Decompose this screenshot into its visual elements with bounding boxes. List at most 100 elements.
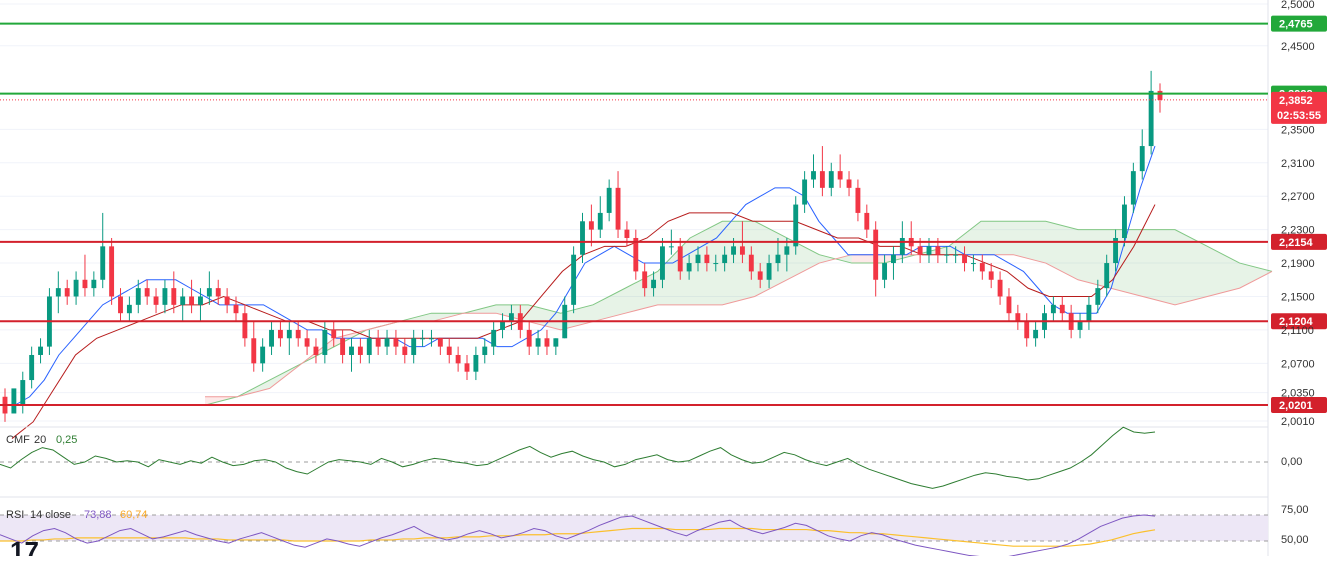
candle xyxy=(242,304,248,347)
candle-body xyxy=(677,246,683,272)
candle-body xyxy=(1077,321,1083,330)
candle-body xyxy=(118,296,123,314)
candle xyxy=(429,329,434,347)
rsi-line xyxy=(0,514,1156,560)
candle xyxy=(233,296,239,322)
candle-body xyxy=(988,271,994,280)
candle-body xyxy=(624,229,630,238)
candle xyxy=(802,171,808,213)
candle xyxy=(606,179,612,222)
candle xyxy=(979,254,985,280)
level-tag-text: 2,1204 xyxy=(1279,316,1314,328)
candle-body xyxy=(198,296,203,305)
candle xyxy=(215,279,221,305)
candle-body xyxy=(446,346,452,355)
candle-body xyxy=(38,346,43,355)
candle xyxy=(180,288,186,322)
rsi-value: 73,88 xyxy=(84,509,112,521)
cloud-segment xyxy=(787,237,820,280)
candle-body xyxy=(544,338,550,347)
candle xyxy=(1157,83,1163,113)
candle-body xyxy=(864,212,870,230)
candle xyxy=(891,246,896,280)
candle-body xyxy=(242,313,248,339)
candle xyxy=(828,162,834,197)
candle-body xyxy=(828,171,834,188)
candle-body xyxy=(997,279,1003,297)
candle xyxy=(162,279,168,314)
countdown-text: 02:53:55 xyxy=(1277,110,1321,122)
candle xyxy=(144,279,150,305)
candle-body xyxy=(20,380,26,406)
rsi-param: 14 close xyxy=(30,509,71,521)
candle xyxy=(189,279,195,314)
candle-body xyxy=(420,338,426,340)
candle-body xyxy=(357,346,363,355)
candle-body xyxy=(55,288,61,297)
rsi-tick-75: 75,00 xyxy=(1281,504,1309,516)
candle xyxy=(313,338,319,364)
candle xyxy=(491,321,497,355)
cmf-line xyxy=(0,426,1156,489)
candle xyxy=(553,338,559,355)
candle-body xyxy=(340,338,346,355)
candle-body xyxy=(766,263,772,280)
candle-body xyxy=(73,279,79,297)
candle-body xyxy=(304,338,310,347)
candle-body xyxy=(29,354,35,381)
candle xyxy=(704,246,710,272)
candle xyxy=(500,313,505,339)
candle-body xyxy=(553,338,559,347)
price-tick: 2,2300 xyxy=(1281,225,1315,237)
candle xyxy=(375,329,381,355)
candle-body xyxy=(668,246,674,248)
candle xyxy=(962,246,967,272)
candle-body xyxy=(437,338,443,347)
candle xyxy=(588,204,594,247)
candle-body xyxy=(100,246,106,280)
candle xyxy=(642,263,648,297)
candle-body xyxy=(962,254,967,264)
cloud-segment xyxy=(1078,229,1111,289)
horizontal-levels[interactable]: 2,47652,39282,21542,12042,02012,385202:5… xyxy=(0,15,1327,414)
candle-body xyxy=(349,346,354,355)
price-axis[interactable]: 2,5000 2,4500 2,3500 2,3100 2,2700 2,2300 2,19… xyxy=(1281,0,1315,428)
candle-body xyxy=(748,254,754,272)
candle xyxy=(535,329,541,355)
cmf-zero-tick: 0,00 xyxy=(1281,456,1302,468)
candle xyxy=(286,321,292,355)
candle xyxy=(1050,296,1056,322)
candle xyxy=(1006,288,1012,322)
level-tag xyxy=(1271,233,1327,250)
tradingview-logo: 17 xyxy=(10,536,39,561)
candle xyxy=(526,321,532,355)
candle-body xyxy=(935,246,941,255)
candle-body xyxy=(375,338,381,347)
candle xyxy=(695,246,701,272)
candle xyxy=(819,146,825,197)
candle-body xyxy=(891,254,896,264)
candle xyxy=(295,321,301,347)
candle-body xyxy=(135,288,141,305)
candle xyxy=(1104,254,1110,297)
candle-body xyxy=(1086,304,1092,322)
cloud-segment xyxy=(625,271,658,314)
candle-body xyxy=(260,346,266,364)
candle xyxy=(1059,296,1065,322)
candle xyxy=(686,254,692,280)
candle-body xyxy=(82,279,88,289)
candle xyxy=(100,212,106,289)
candle xyxy=(171,271,177,314)
candle-body xyxy=(1095,288,1101,305)
candle xyxy=(82,254,88,297)
candle-body xyxy=(695,254,701,264)
candle-body xyxy=(269,329,274,347)
candle xyxy=(473,346,479,381)
rsi-tick-50: 50,00 xyxy=(1281,534,1309,546)
candle xyxy=(446,338,452,364)
candle-body xyxy=(926,246,932,255)
candle-body xyxy=(322,329,328,355)
candle-body xyxy=(491,329,497,347)
candle xyxy=(118,288,123,322)
candle-body xyxy=(846,179,852,188)
